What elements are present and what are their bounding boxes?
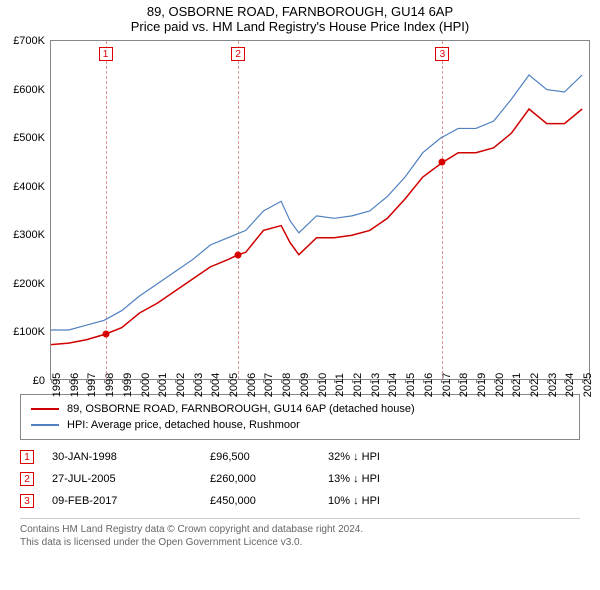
y-axis-label: £400K (13, 181, 45, 193)
series-property (51, 109, 582, 345)
series-hpi (51, 75, 582, 330)
transaction-date: 30-JAN-1998 (52, 451, 192, 463)
transaction-row: 2 27-JUL-2005 £260,000 13% ↓ HPI (20, 468, 580, 490)
legend-label: 89, OSBORNE ROAD, FARNBOROUGH, GU14 6AP … (67, 403, 415, 415)
legend-swatch (31, 424, 59, 426)
legend-row: HPI: Average price, detached house, Rush… (31, 417, 569, 433)
legend-row: 89, OSBORNE ROAD, FARNBOROUGH, GU14 6AP … (31, 401, 569, 417)
transaction-date: 09-FEB-2017 (52, 495, 192, 507)
chart-plot-area: £0£100K£200K£300K£400K£500K£600K£700K199… (50, 40, 590, 380)
footer-attribution: Contains HM Land Registry data © Crown c… (20, 518, 580, 549)
transaction-delta: 13% ↓ HPI (328, 473, 380, 485)
transaction-table: 1 30-JAN-1998 £96,500 32% ↓ HPI 2 27-JUL-2005… (20, 446, 580, 512)
transaction-badge: 3 (20, 494, 34, 508)
transaction-row: 3 09-FEB-2017 £450,000 10% ↓ HPI (20, 490, 580, 512)
footer-line-1: Contains HM Land Registry data © Crown c… (20, 523, 580, 536)
legend-label: HPI: Average price, detached house, Rush… (67, 419, 300, 431)
transaction-delta: 10% ↓ HPI (328, 495, 380, 507)
y-axis-label: £500K (13, 132, 45, 144)
footer-line-2: This data is licensed under the Open Gov… (20, 536, 580, 549)
y-axis-label: £300K (13, 229, 45, 241)
y-axis-label: £0 (33, 375, 45, 387)
transaction-price: £260,000 (210, 473, 310, 485)
chart-title: 89, OSBORNE ROAD, FARNBOROUGH, GU14 6AP (0, 0, 600, 19)
y-axis-label: £600K (13, 84, 45, 96)
transaction-badge: 2 (20, 472, 34, 486)
legend: 89, OSBORNE ROAD, FARNBOROUGH, GU14 6AP … (20, 394, 580, 440)
chart-lines (51, 41, 591, 381)
transaction-date: 27-JUL-2005 (52, 473, 192, 485)
y-axis-label: £700K (13, 35, 45, 47)
transaction-delta: 32% ↓ HPI (328, 451, 380, 463)
transaction-price: £450,000 (210, 495, 310, 507)
transaction-price: £96,500 (210, 451, 310, 463)
y-axis-label: £200K (13, 278, 45, 290)
chart-subtitle: Price paid vs. HM Land Registry's House … (0, 19, 600, 40)
legend-swatch (31, 408, 59, 410)
transaction-row: 1 30-JAN-1998 £96,500 32% ↓ HPI (20, 446, 580, 468)
y-axis-label: £100K (13, 326, 45, 338)
transaction-badge: 1 (20, 450, 34, 464)
